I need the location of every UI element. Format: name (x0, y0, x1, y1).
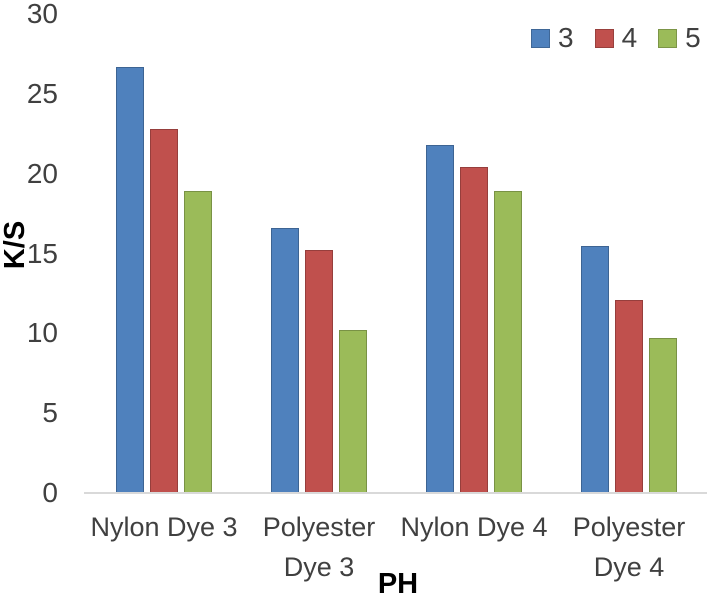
y-tick-label: 5 (42, 397, 58, 429)
category-label: Nylon Dye 3 (90, 512, 238, 542)
category-label: Polyester Dye 3 (262, 512, 376, 582)
bar-nylon-dye-4-series-3 (426, 145, 454, 493)
bar-nylon-dye-3-series-3 (116, 67, 144, 493)
category-label: Nylon Dye 4 (400, 512, 548, 542)
x-axis-title: PH (377, 568, 419, 600)
bar-nylon-dye-3-series-4 (150, 129, 178, 493)
bar-nylon-dye-4-series-5 (494, 191, 522, 493)
bar-polyester-dye-4-series-4 (615, 300, 643, 493)
y-tick-label: 20 (26, 157, 58, 189)
bar-polyester-dye-3-series-4 (305, 250, 333, 493)
bar-nylon-dye-3-series-5 (184, 191, 212, 493)
legend-item-series-4: 4 (594, 22, 638, 53)
legend-label: 5 (685, 22, 701, 53)
category-label: Polyester Dye 4 (572, 512, 686, 582)
legend-item-series-5: 5 (658, 22, 701, 53)
bar-polyester-dye-3-series-3 (271, 228, 299, 493)
bar-nylon-dye-4-series-4 (460, 167, 488, 493)
bar-polyester-dye-4-series-3 (581, 246, 609, 493)
y-tick-label: 25 (26, 77, 58, 109)
legend: 3 4 5 (531, 22, 701, 53)
legend-label: 4 (621, 22, 638, 53)
legend-swatch-series-3 (531, 28, 550, 48)
y-tick-label: 30 (26, 0, 58, 29)
legend-label: 3 (558, 22, 574, 53)
x-axis-line (84, 492, 707, 494)
legend-item-series-3: 3 (531, 22, 574, 53)
y-tick-label: 15 (26, 237, 58, 269)
legend-swatch-series-4 (594, 28, 614, 48)
bar-polyester-dye-3-series-5 (339, 330, 367, 493)
bar-polyester-dye-4-series-5 (649, 338, 677, 493)
y-tick-label: 0 (42, 477, 58, 508)
legend-swatch-series-5 (658, 28, 678, 48)
y-tick-label: 10 (26, 317, 58, 349)
